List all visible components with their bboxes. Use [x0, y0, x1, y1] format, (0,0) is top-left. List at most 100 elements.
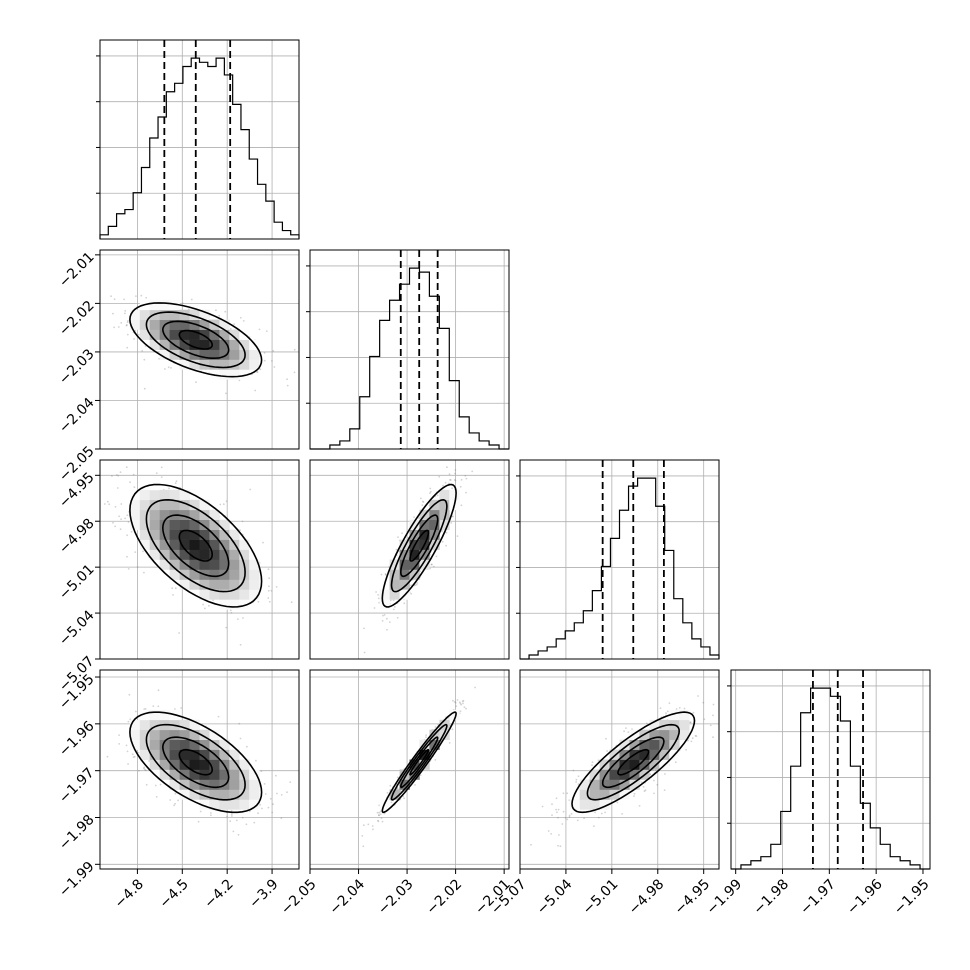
- sample-point: [112, 521, 114, 524]
- contour-level-3: [129, 483, 263, 608]
- density-cell: [409, 519, 420, 530]
- sample-point: [379, 810, 382, 813]
- density-cell: [189, 499, 200, 511]
- sample-point: [263, 352, 266, 354]
- sample-point: [425, 734, 427, 736]
- sample-point: [267, 589, 270, 592]
- sample-point: [577, 783, 580, 785]
- x-tick-label: −2.03: [375, 876, 417, 918]
- density-cell: [209, 779, 220, 790]
- sample-point: [419, 774, 422, 777]
- sample-point: [124, 517, 126, 520]
- density-cell: [219, 339, 230, 350]
- density-cell: [409, 529, 420, 540]
- sample-point: [260, 770, 263, 773]
- sample-point: [373, 607, 376, 609]
- sample-point: [377, 597, 380, 600]
- sample-point: [558, 834, 560, 836]
- density-cell: [199, 519, 210, 530]
- sample-point: [138, 333, 140, 336]
- sample-point: [245, 823, 248, 826]
- sample-point: [256, 371, 258, 373]
- sample-point: [663, 789, 666, 791]
- sample-point: [653, 792, 655, 795]
- sample-point: [268, 585, 270, 588]
- density-cell: [189, 759, 200, 770]
- density-cell: [159, 729, 170, 740]
- sample-point: [551, 803, 553, 806]
- sample-point: [141, 349, 144, 352]
- sample-point: [456, 699, 459, 701]
- sample-point: [591, 761, 594, 763]
- density-cell: [419, 749, 430, 760]
- sample-point: [668, 702, 671, 704]
- sample-point: [557, 816, 559, 819]
- sample-point: [674, 761, 677, 764]
- sample-point: [414, 584, 417, 587]
- density-cell: [139, 509, 151, 520]
- density-cell: [399, 569, 410, 580]
- sample-point: [128, 693, 131, 696]
- density-cell: [389, 789, 400, 800]
- sample-point: [62, 291, 64, 293]
- density-cell: [179, 509, 190, 520]
- density-cell: [189, 579, 200, 590]
- density-cell: [159, 739, 170, 750]
- sample-point: [108, 503, 111, 506]
- contour-level-2: [145, 311, 246, 369]
- sample-point: [547, 830, 550, 832]
- sample-point: [425, 736, 427, 738]
- sample-point: [460, 478, 463, 481]
- sample-point: [633, 792, 636, 795]
- density-cell: [229, 359, 240, 370]
- sample-point: [112, 312, 114, 315]
- sample-point: [106, 500, 109, 503]
- sample-point: [125, 324, 128, 327]
- density-cell: [159, 499, 170, 511]
- sample-point: [286, 791, 288, 794]
- density-cell: [159, 539, 170, 550]
- sample-point: [217, 715, 220, 718]
- density-cell: [229, 759, 240, 770]
- density-cell: [209, 579, 220, 590]
- sample-point: [267, 568, 270, 571]
- sample-point: [392, 599, 395, 602]
- panel-2d-2-3: [519, 669, 720, 870]
- sample-point: [376, 811, 379, 814]
- density-cell: [199, 729, 210, 740]
- density-cell: [179, 749, 190, 760]
- density-cell: [159, 709, 170, 721]
- sample-point: [451, 728, 454, 731]
- density-cell: [129, 739, 141, 750]
- sample-point: [129, 718, 132, 721]
- density-cell: [219, 529, 230, 540]
- density-cell: [589, 779, 600, 790]
- sample-point: [143, 708, 146, 710]
- panel-content: [310, 670, 509, 869]
- y-tick-label: −1.99: [56, 859, 98, 901]
- sample-point: [133, 486, 136, 489]
- sample-point: [131, 753, 134, 756]
- sample-point: [275, 774, 277, 777]
- density-cell: [149, 509, 160, 520]
- sample-point: [572, 769, 575, 772]
- density-cell: [159, 299, 170, 311]
- sample-point: [683, 707, 686, 710]
- density-cell: [209, 509, 220, 520]
- sample-point: [126, 324, 128, 326]
- density-cell: [419, 739, 430, 750]
- sample-point: [126, 333, 129, 336]
- sample-point: [445, 531, 448, 534]
- sample-point: [286, 378, 288, 381]
- sample-point: [420, 497, 422, 500]
- density-cell: [199, 789, 210, 800]
- sample-point: [664, 773, 666, 775]
- density-cell: [619, 789, 630, 800]
- density-cell: [179, 769, 190, 780]
- sample-point: [410, 592, 413, 595]
- sample-point: [145, 783, 148, 786]
- density-cell: [179, 729, 190, 740]
- sample-point: [113, 298, 116, 301]
- sample-point: [564, 817, 567, 819]
